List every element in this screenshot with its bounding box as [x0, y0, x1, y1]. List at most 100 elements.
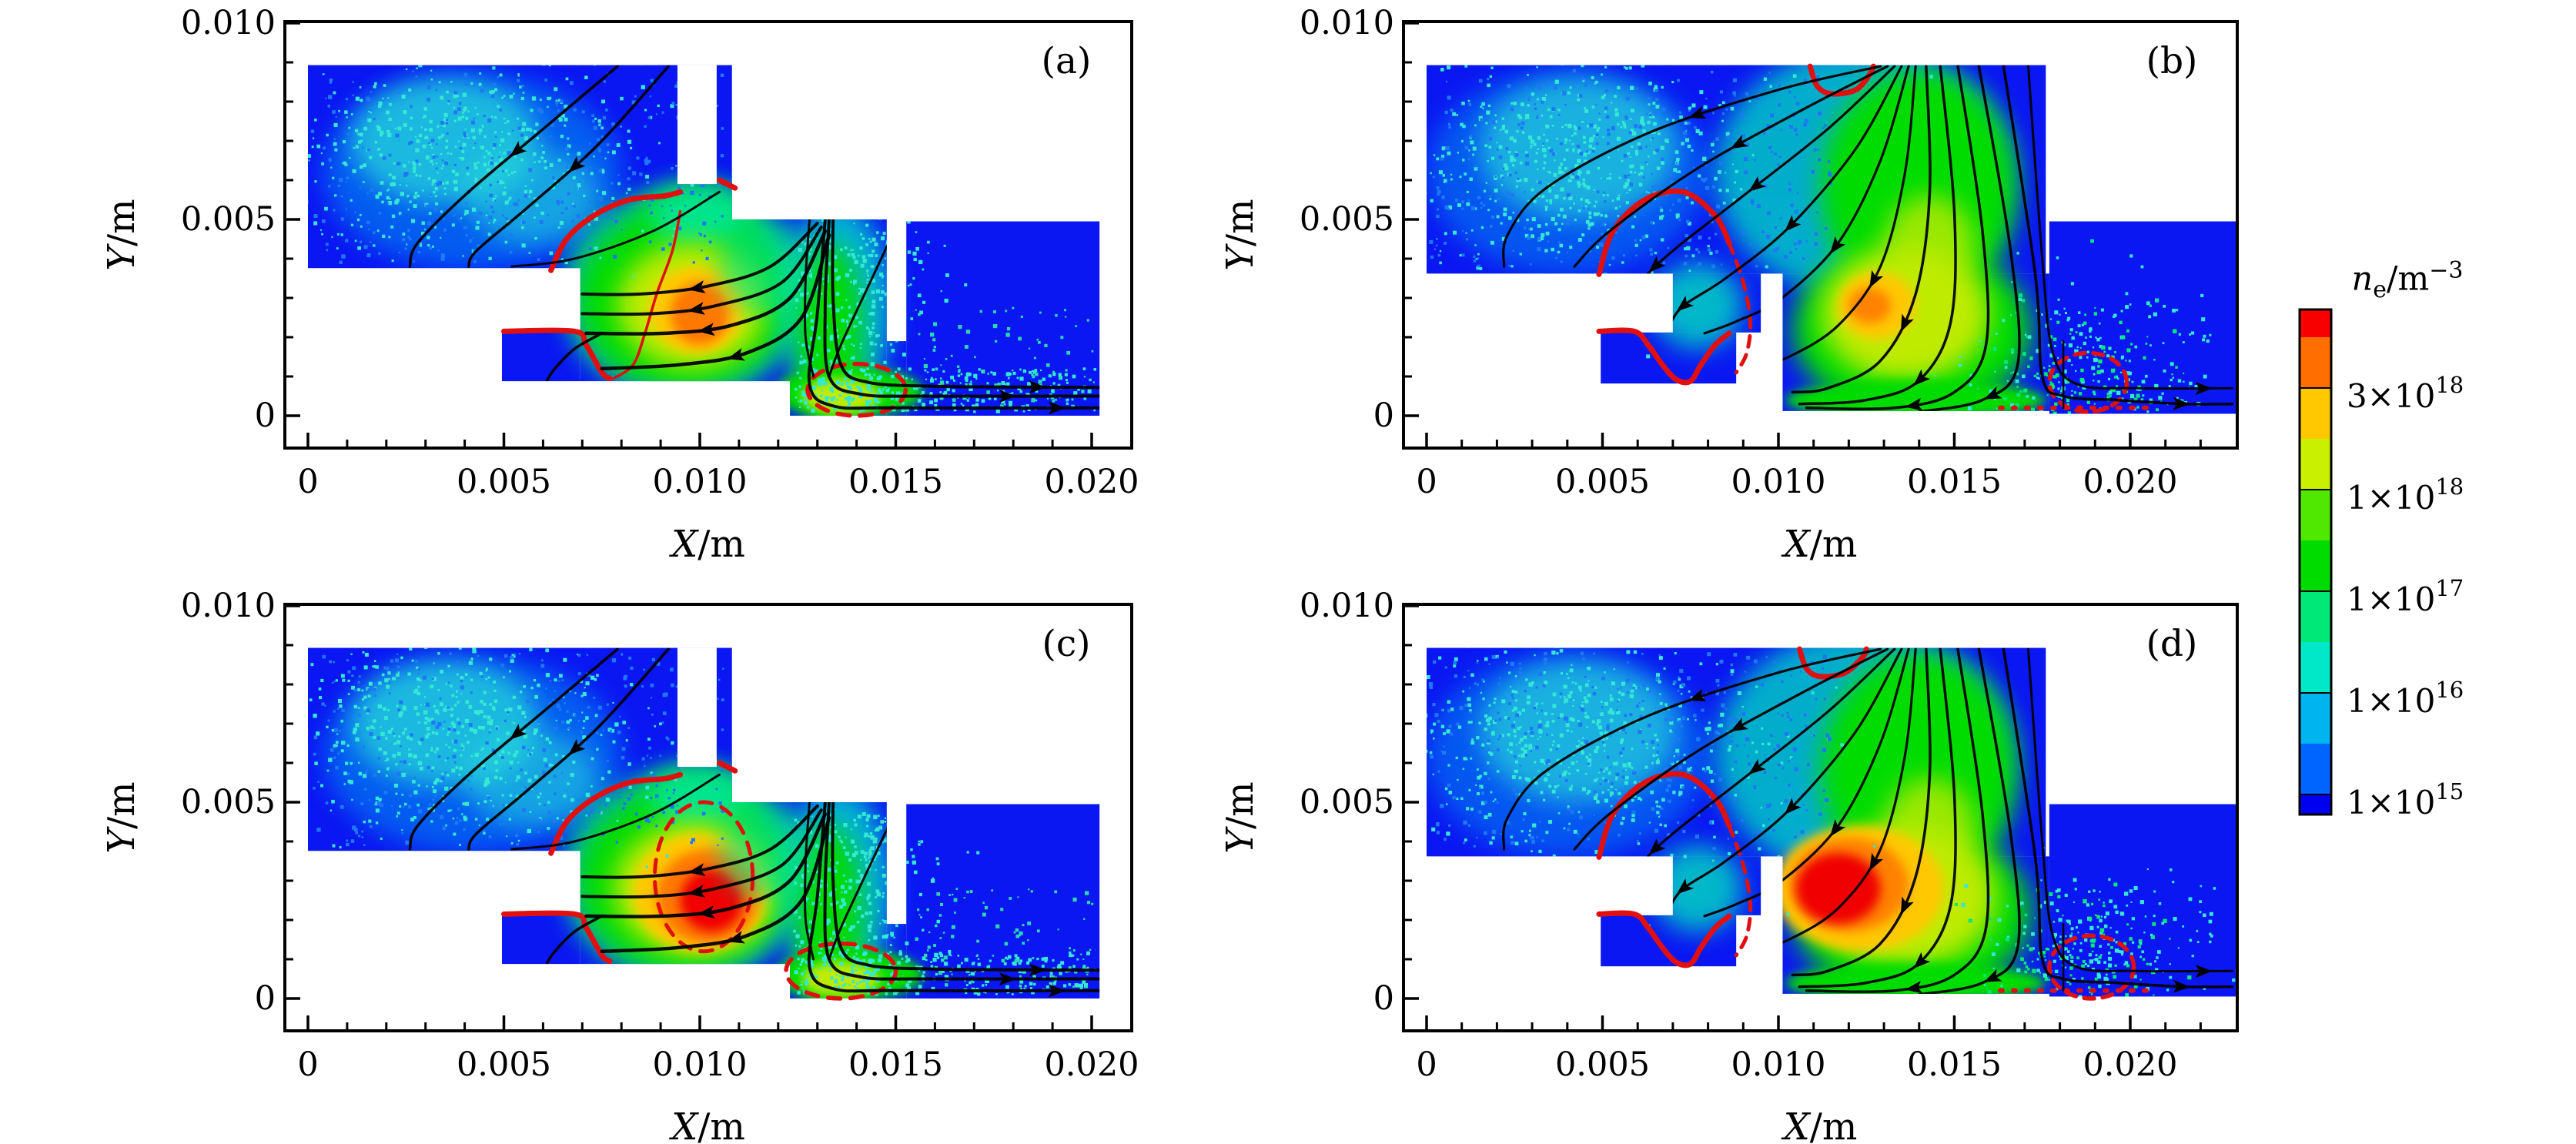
y-tick-label: 0.005 — [1260, 197, 1394, 242]
y-tick-label: 0.005 — [1260, 780, 1394, 825]
colorbar-tick-label: 1×1018 — [2347, 466, 2464, 522]
streamline — [1703, 65, 1910, 335]
streamline-arrow — [1913, 952, 1931, 969]
text: (a) — [1041, 40, 1092, 82]
text: 0.005 — [180, 200, 276, 239]
text: 0.010 — [652, 463, 748, 501]
colorbar-segment — [2300, 642, 2331, 693]
text: (b) — [2146, 40, 2198, 82]
colorbar-segment — [2300, 744, 2331, 794]
panel-b — [1402, 20, 2239, 450]
text: 0.005 — [456, 1045, 552, 1084]
y-tick-label: 0.010 — [141, 1, 276, 45]
streamline — [2026, 65, 2234, 390]
streamline — [1918, 65, 2021, 413]
streamline — [467, 65, 671, 268]
text: /m — [1219, 199, 1262, 246]
x-tick-label: 0 — [216, 460, 400, 503]
streamline-arrow — [510, 724, 527, 740]
streamline-arrow — [1029, 380, 1046, 394]
streamline — [584, 812, 828, 918]
streamline-arrow — [1676, 878, 1694, 895]
x-tick-label: 0.005 — [1510, 460, 1695, 503]
text: 0.005 — [180, 783, 276, 821]
y-tick-label: 0 — [1260, 976, 1394, 1021]
streamline — [803, 801, 815, 961]
streamline — [467, 647, 671, 851]
text: 0.010 — [1299, 4, 1394, 42]
streamline-arrow — [1983, 386, 2002, 400]
text: X — [671, 1106, 698, 1144]
streamline — [1805, 65, 1990, 411]
streamline-arrow — [1785, 798, 1802, 815]
streamlines — [1502, 65, 2234, 413]
text: 1×10 — [2347, 479, 2436, 517]
text: Y — [1219, 246, 1262, 271]
colorbar-segment — [2300, 388, 2331, 439]
streamline — [1798, 65, 1957, 406]
streamline — [580, 804, 819, 879]
streamline — [1918, 647, 2021, 996]
y-tick-label: 0 — [141, 976, 276, 1021]
text: 1×10 — [2347, 682, 2436, 720]
streamline-arrow — [510, 141, 527, 157]
text: 0 — [1373, 396, 1394, 435]
streamline — [1805, 647, 1990, 994]
x-tick-label: 0.010 — [1686, 460, 1871, 503]
x-tick-label: 0.005 — [1510, 1043, 1695, 1086]
text: 0.020 — [1044, 1045, 1139, 1084]
text: 0.020 — [2083, 1045, 2178, 1084]
streamline-arrow — [568, 156, 586, 172]
text: 0.005 — [1554, 1045, 1651, 1084]
colorbar-segment — [2300, 337, 2331, 388]
y-tick-label: 0.005 — [141, 780, 276, 825]
text: 16 — [2435, 677, 2464, 703]
streamline-arrow — [1029, 963, 1046, 977]
x-axis-title: X/m — [616, 1105, 801, 1144]
y-tick-label: 0.005 — [141, 197, 276, 242]
y-tick-label: 0.010 — [141, 584, 276, 628]
streamline-arrow — [1913, 369, 1931, 386]
streamline-arrow — [2195, 965, 2213, 978]
streamline-arrow — [1905, 397, 1923, 411]
text: Y — [100, 246, 143, 271]
text: 0 — [254, 979, 276, 1018]
streamline-arrow — [1905, 980, 1923, 994]
text: 0.005 — [456, 463, 552, 501]
streamline-arrow — [1730, 718, 1748, 732]
text: 0.005 — [1299, 200, 1394, 239]
streamline-arrow — [687, 280, 706, 294]
streamline-arrow — [1830, 236, 1846, 254]
colorbar-segment — [2300, 540, 2331, 591]
streamline-arrow — [687, 302, 706, 315]
text: 1×10 — [2347, 784, 2436, 821]
x-tick-label: 0 — [1334, 1043, 1519, 1086]
text: X — [671, 523, 698, 566]
streamline-arrow — [727, 348, 745, 361]
text: 0 — [297, 463, 319, 501]
text: 18 — [2435, 473, 2464, 500]
streamline — [807, 801, 1100, 993]
text: −3 — [2429, 257, 2464, 284]
text: 0.020 — [2083, 463, 2178, 501]
streamline — [831, 801, 1100, 972]
streamline — [600, 233, 831, 371]
colorbar-tick-label: 1×1017 — [2347, 567, 2464, 624]
x-tick-label: 0 — [1334, 460, 1519, 503]
text: /m — [100, 199, 143, 246]
streamline — [580, 226, 823, 316]
streamline — [408, 65, 619, 268]
colorbar-segment — [2300, 490, 2331, 540]
streamline-arrow — [999, 972, 1016, 986]
streamline-arrow — [1648, 256, 1666, 273]
text: 0.015 — [848, 1045, 944, 1084]
streamline-arrow — [1730, 135, 1748, 149]
x-axis-title: X/m — [1728, 1105, 1913, 1144]
panel-letter: (b) — [2122, 40, 2222, 83]
x-tick-label: 0.015 — [804, 460, 989, 503]
x-tick-label: 0.020 — [2038, 460, 2223, 503]
streamline — [1573, 647, 1889, 851]
text: /m — [698, 1106, 745, 1144]
text: 0 — [297, 1045, 319, 1084]
streamline-arrow — [999, 390, 1016, 403]
